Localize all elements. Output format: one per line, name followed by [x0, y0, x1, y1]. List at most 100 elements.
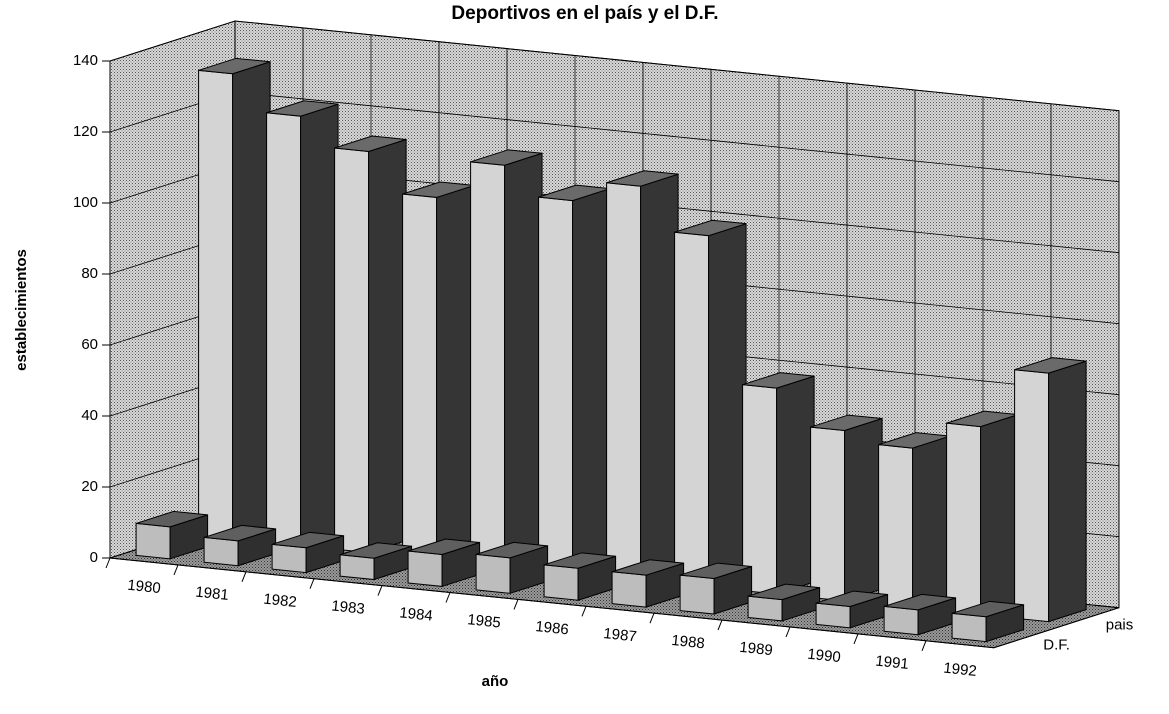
x-tick-label: 1990 — [807, 646, 842, 666]
bar-front — [402, 193, 438, 561]
bar — [543, 552, 617, 601]
bar-top — [810, 414, 883, 432]
bar-top — [266, 100, 339, 117]
legend-label: pais — [1106, 617, 1134, 634]
bar-front — [543, 564, 579, 601]
bar-front — [810, 426, 846, 602]
y-tick-label: 60 — [81, 336, 98, 353]
depth-axis — [993, 607, 1120, 649]
x-tick — [105, 557, 111, 569]
y-tick-label: 40 — [81, 407, 98, 424]
x-axis-label: año — [482, 673, 509, 690]
bar — [475, 541, 549, 595]
x-tick — [717, 619, 723, 631]
bar-top — [606, 170, 679, 187]
bar-front — [198, 69, 234, 540]
bar-front — [946, 422, 982, 616]
x-tick — [309, 578, 315, 589]
bar-top — [543, 552, 616, 569]
bar — [402, 181, 475, 561]
bar-top — [1014, 357, 1087, 374]
bar — [679, 562, 753, 615]
x-tick-label: 1982 — [263, 591, 298, 611]
bar-front — [611, 571, 647, 608]
bar-top — [339, 542, 412, 559]
bar — [538, 184, 611, 575]
bar-top — [470, 149, 543, 166]
bar — [203, 524, 277, 567]
x-tick-label: 1984 — [399, 604, 434, 624]
bar — [334, 135, 407, 554]
x-tick-label: 1986 — [535, 618, 570, 638]
bar — [606, 170, 679, 581]
bar-top — [271, 531, 344, 549]
x-tick — [513, 599, 519, 610]
bar — [198, 57, 271, 540]
bar — [883, 593, 957, 636]
x-tick-label: 1980 — [127, 577, 162, 597]
y-axis-label: establecimientos — [13, 249, 30, 371]
y-tick-label: 0 — [90, 549, 98, 566]
bar — [810, 414, 883, 602]
bar-front — [339, 554, 375, 581]
grid-line — [109, 20, 1120, 112]
bar-side — [776, 375, 815, 595]
bar-front — [747, 595, 783, 622]
bar-top — [198, 57, 271, 75]
bar — [407, 538, 481, 588]
y-tick-label: 20 — [81, 478, 98, 495]
bar — [470, 149, 543, 568]
x-tick — [173, 564, 179, 576]
bar-top — [951, 600, 1024, 618]
x-tick — [377, 585, 383, 596]
bar-front — [742, 384, 778, 595]
bar-front — [203, 536, 239, 567]
legend-label: D.F. — [1043, 637, 1070, 654]
bar — [742, 372, 815, 595]
bar — [674, 219, 747, 588]
bar-side — [300, 103, 339, 547]
x-tick — [785, 626, 791, 638]
bar-side — [912, 435, 951, 609]
bars — [135, 57, 1087, 643]
y-tick-label: 140 — [73, 52, 98, 69]
x-tick-label: 1991 — [875, 653, 910, 673]
bar-side — [368, 138, 407, 554]
bar-front — [1014, 369, 1050, 623]
x-tick-label: 1983 — [331, 597, 366, 617]
bar-top — [679, 562, 752, 580]
x-axis — [109, 557, 995, 649]
bar — [1014, 357, 1087, 623]
bar-front — [674, 231, 710, 588]
y-tick-label: 100 — [73, 194, 98, 211]
bar-top — [135, 510, 208, 528]
x-tick — [581, 606, 587, 617]
bar-top — [742, 372, 815, 389]
x-tick-label: 1987 — [603, 625, 638, 645]
y-tick-label: 120 — [73, 123, 98, 140]
x-tick — [649, 613, 655, 624]
x-tick — [921, 640, 927, 651]
bar-front — [679, 574, 715, 615]
bar-front — [266, 112, 302, 547]
bar-front — [951, 612, 987, 643]
x-tick — [853, 633, 859, 645]
x-tick-label: 1985 — [467, 611, 502, 631]
bar-front — [538, 196, 574, 574]
bar-front — [334, 147, 370, 554]
bar-front — [407, 550, 443, 587]
bar — [271, 531, 345, 574]
bar — [946, 410, 1019, 616]
bar-top — [203, 524, 276, 542]
x-tick-label: 1989 — [739, 639, 774, 659]
bar-front — [606, 182, 642, 581]
bar-side — [572, 187, 611, 575]
bar-top — [815, 590, 888, 608]
bar-side — [1048, 360, 1087, 623]
bar-front — [878, 444, 914, 609]
bar-side — [708, 222, 747, 588]
x-tick-label: 1988 — [671, 632, 706, 652]
bar-front — [815, 602, 851, 629]
bar-side — [504, 152, 543, 568]
